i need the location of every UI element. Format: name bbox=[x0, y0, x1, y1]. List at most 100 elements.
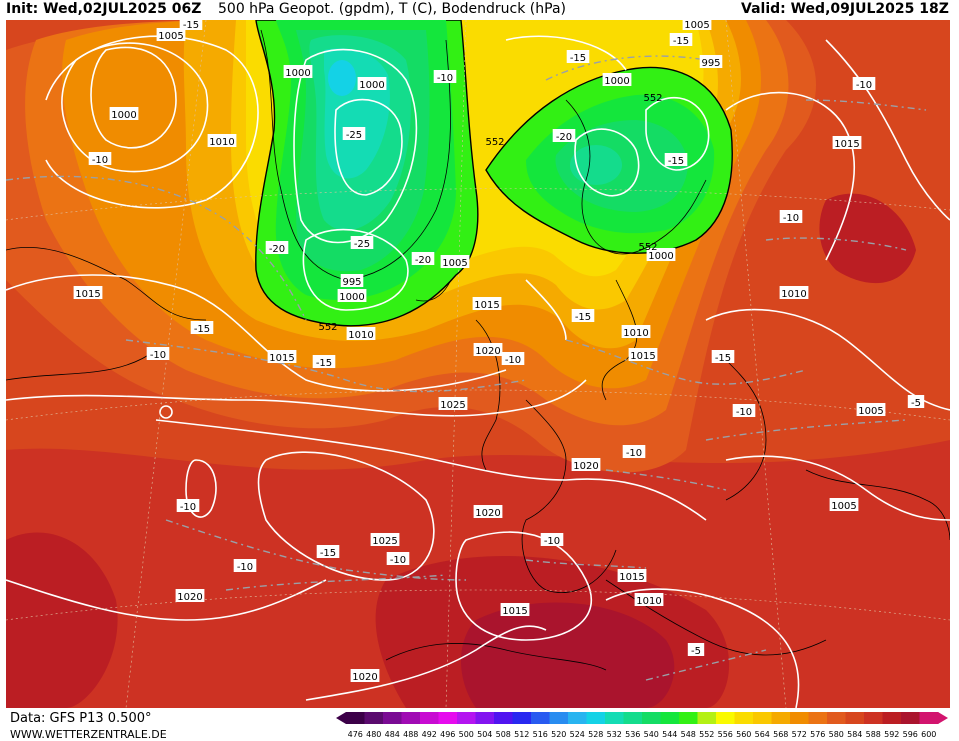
isobar-label: 1005 bbox=[829, 498, 859, 512]
isobar-label-text: 1010 bbox=[209, 137, 234, 148]
isobar-label: 1015 bbox=[73, 286, 103, 300]
isobar-label-text: 1020 bbox=[352, 672, 377, 683]
hot-east bbox=[819, 193, 916, 284]
scale-swatch bbox=[383, 712, 402, 724]
isobar-label: 1000 bbox=[357, 77, 387, 91]
isotherm-label: -5 bbox=[687, 643, 705, 657]
isobar-label: 1000 bbox=[337, 289, 367, 303]
scale-swatch bbox=[586, 712, 606, 724]
scale-tick-label: 568 bbox=[773, 730, 788, 739]
isotherm-label-text: -20 bbox=[415, 255, 431, 266]
scale-swatch bbox=[901, 712, 920, 724]
scale-swatch bbox=[568, 712, 587, 724]
color-scale-legend: 476 480 484 488 492 496 500 504 508 512 516 520 524 5… bbox=[336, 712, 948, 739]
isobar-label-text: 1020 bbox=[475, 346, 500, 357]
data-source: Data: GFS P13 0.500° bbox=[10, 711, 152, 726]
geopotential-label-text: 552 bbox=[318, 322, 337, 333]
scale-swatch bbox=[845, 712, 865, 724]
isotherm-label-text: -15 bbox=[320, 548, 336, 559]
isotherm-label-text: -10 bbox=[505, 355, 521, 366]
isotherm-label-text: -15 bbox=[183, 20, 199, 31]
isobar-label: 995 bbox=[340, 274, 364, 288]
isotherm-label: -10 bbox=[176, 499, 200, 513]
isotherm-label-text: -10 bbox=[92, 155, 108, 166]
scale-swatch bbox=[790, 712, 809, 724]
scale-tick-label: 508 bbox=[496, 730, 511, 739]
isobar-label: 1020 bbox=[175, 589, 205, 603]
scale-tick-label: 588 bbox=[866, 730, 881, 739]
scale-swatch bbox=[605, 712, 624, 724]
scale-tick-label: 496 bbox=[440, 730, 455, 739]
isotherm-label: -10 bbox=[540, 533, 564, 547]
scale-tick-label: 488 bbox=[403, 730, 418, 739]
isotherm-label-text: -10 bbox=[237, 562, 253, 573]
scale-swatch bbox=[864, 712, 883, 724]
isotherm-label-text: -10 bbox=[390, 555, 406, 566]
isotherm-label-text: -15 bbox=[715, 353, 731, 364]
isobar-label-text: 1010 bbox=[623, 328, 648, 339]
isotherm-label: -10 bbox=[433, 70, 457, 84]
isobar-label-text: 1015 bbox=[619, 572, 644, 583]
isotherm-label-text: -20 bbox=[269, 244, 285, 255]
scale-arrow-low bbox=[336, 712, 346, 724]
scale-swatch bbox=[512, 712, 532, 724]
scale-swatch bbox=[401, 712, 421, 724]
isobar-label: 1020 bbox=[350, 669, 380, 683]
geopotential-label: 552 bbox=[485, 137, 504, 148]
isotherms bbox=[6, 55, 927, 681]
scale-tick-label: 516 bbox=[533, 730, 548, 739]
scale-swatch bbox=[660, 712, 680, 724]
scale-tick-label: 536 bbox=[625, 730, 640, 739]
isotherm-label: -15 bbox=[566, 50, 590, 64]
scale-tick-label: 556 bbox=[718, 730, 733, 739]
isobar-label-text: 1010 bbox=[348, 330, 373, 341]
scale-swatch bbox=[346, 712, 365, 724]
isotherm-label-text: -25 bbox=[346, 130, 362, 141]
isotherm-label-text: -5 bbox=[911, 398, 921, 409]
isobar-label: 1000 bbox=[283, 65, 313, 79]
weather-map: 1005 1000 1010 1000 1000 995 1000 1005 1010 1015 1… bbox=[6, 20, 950, 708]
scale-tick-label: 584 bbox=[847, 730, 862, 739]
isotherm-label: -15 bbox=[190, 321, 214, 335]
scale-arrow-high bbox=[938, 712, 948, 724]
scale-swatch bbox=[420, 712, 439, 724]
scale-tick-label: 572 bbox=[792, 730, 807, 739]
isobar-label: 1005 bbox=[156, 28, 186, 42]
scale-tick-label: 580 bbox=[829, 730, 844, 739]
isotherm-label-text: -10 bbox=[856, 80, 872, 91]
isotherm-label-text: -10 bbox=[544, 536, 560, 547]
isobar-label-text: 1020 bbox=[177, 592, 202, 603]
isotherm-label-text: -5 bbox=[691, 646, 701, 657]
isobar-label: 1000 bbox=[646, 248, 676, 262]
scale-tick-label: 544 bbox=[662, 730, 677, 739]
scale-tick-label: 504 bbox=[477, 730, 492, 739]
geopotential-label: 552 bbox=[638, 242, 657, 253]
isobar-label: 995 bbox=[699, 55, 723, 69]
geopotential-label-text: 552 bbox=[643, 93, 662, 104]
isobar-label: 1005 bbox=[440, 255, 470, 269]
header-bar: Init: Wed,02JUL2025 06Z 500 hPa Geopot. … bbox=[0, 0, 959, 20]
isotherm-label: -10 bbox=[852, 77, 876, 91]
isobar-label: 1000 bbox=[602, 73, 632, 87]
scale-tick-label: 576 bbox=[810, 730, 825, 739]
isotherm-label: -10 bbox=[88, 152, 112, 166]
isobar-label-text: 1000 bbox=[359, 80, 384, 91]
scale-tick-label: 552 bbox=[699, 730, 714, 739]
isotherm-label-text: -10 bbox=[437, 73, 453, 84]
isotherm-label-text: -25 bbox=[354, 239, 370, 250]
isobar-label-text: 1025 bbox=[372, 536, 397, 547]
scale-tick-label: 500 bbox=[459, 730, 474, 739]
scale-tick-label: 476 bbox=[348, 730, 363, 739]
scale-swatch bbox=[734, 712, 754, 724]
isobars bbox=[6, 35, 950, 708]
isobar-label: 1015 bbox=[628, 348, 658, 362]
isobar-labels: 1005 1000 1010 1000 1000 995 1000 1005 1010 1015 1… bbox=[73, 20, 886, 683]
isobar-label: 1025 bbox=[370, 533, 400, 547]
isobar-label: 1020 bbox=[473, 505, 503, 519]
isobar-label-text: 1000 bbox=[111, 110, 136, 121]
isotherm-label: -15 bbox=[179, 20, 203, 31]
isotherm-label-text: -10 bbox=[626, 448, 642, 459]
isotherm-labels: -15 -10 -25 -25 -20 -20 -10 -15 -15 -20 -15 -10 -10 -… bbox=[88, 20, 925, 657]
isobar-label-text: 995 bbox=[342, 277, 361, 288]
geopotential-label: 552 bbox=[643, 93, 662, 104]
